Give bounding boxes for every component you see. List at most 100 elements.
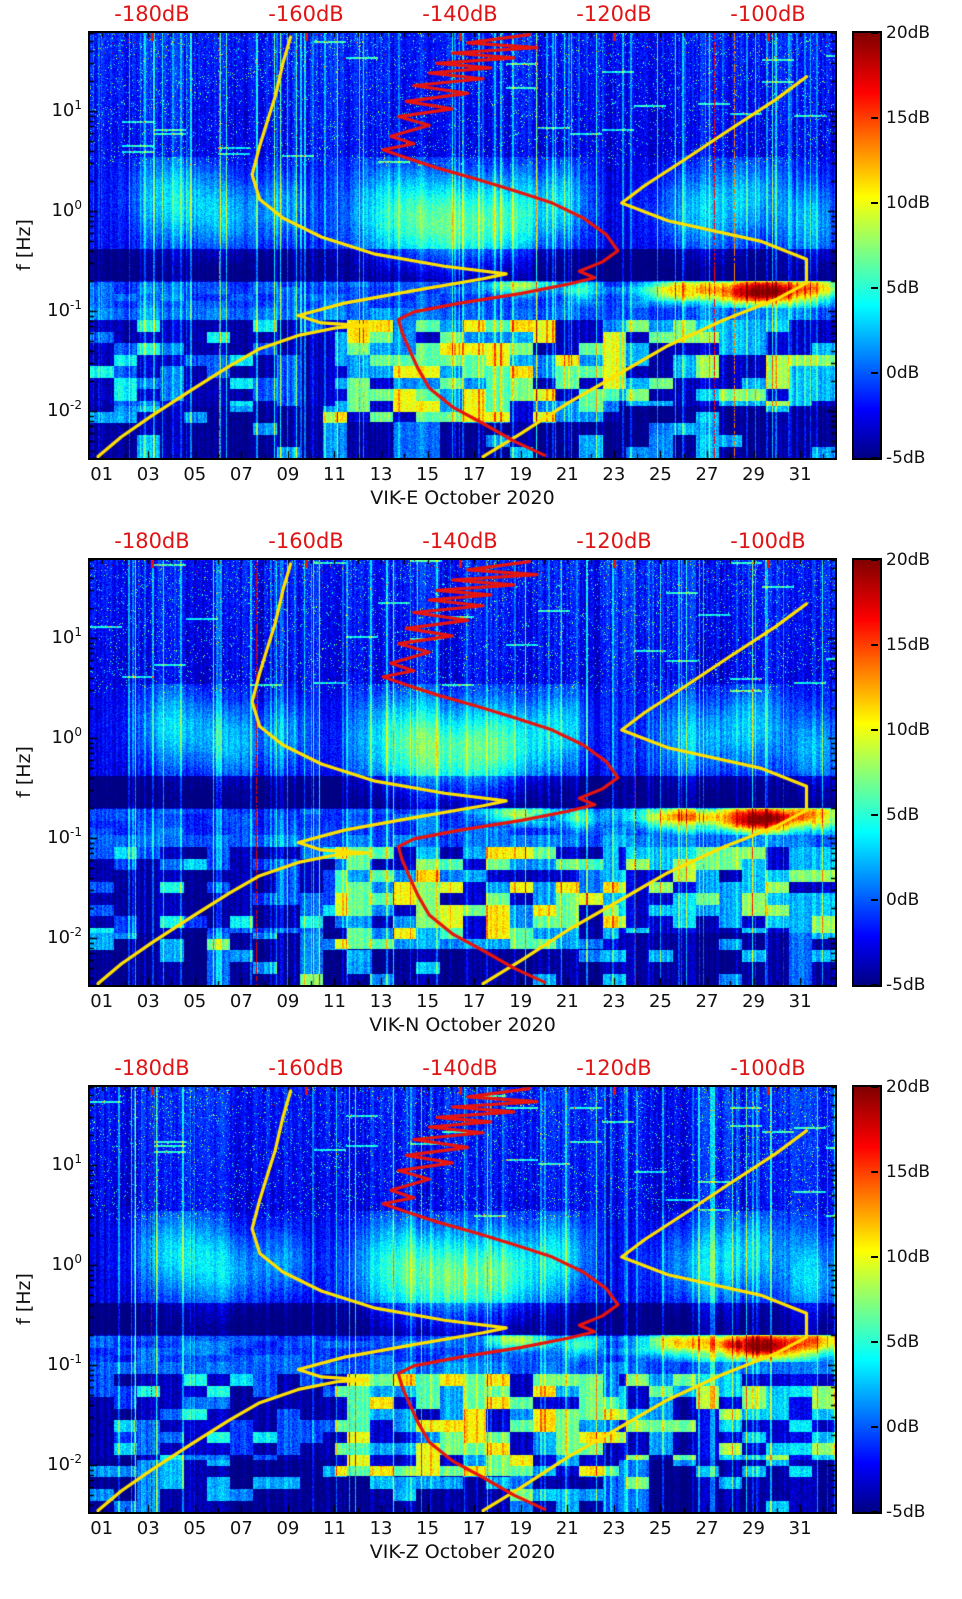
y-tick-label: 10-2 — [24, 925, 82, 948]
colorbar-tick-label: 10dB — [886, 193, 931, 213]
y-tick-label: 101 — [24, 625, 82, 648]
x-tick-label: 03 — [136, 464, 160, 485]
x-tick-label: 31 — [788, 991, 812, 1012]
top-axis-label: -180dB — [114, 529, 190, 553]
colorbar-tick-mark — [871, 559, 878, 561]
y-tick-base: 10 — [47, 827, 71, 848]
colorbar-tick-mark — [871, 729, 878, 731]
y-axis-label: f [Hz] — [13, 746, 35, 798]
x-tick-label: 05 — [183, 1518, 207, 1539]
x-tick-label: 21 — [555, 991, 579, 1012]
colorbar-tick-mark — [871, 457, 878, 459]
y-tick-label: 100 — [24, 1252, 82, 1275]
x-tick-label: 25 — [648, 991, 672, 1012]
x-tick-label: 27 — [695, 1518, 719, 1539]
x-tick-label: 21 — [555, 1518, 579, 1539]
y-tick-label: 10-1 — [24, 825, 82, 848]
x-tick-label: 19 — [509, 1518, 533, 1539]
colorbar-tick-label: -5dB — [886, 975, 926, 995]
colorbar-tick-label: 20dB — [886, 23, 931, 43]
x-tick-label: 25 — [648, 1518, 672, 1539]
spectrogram-canvas — [90, 33, 835, 458]
y-tick-label: 100 — [24, 198, 82, 221]
spectrogram-canvas — [90, 560, 835, 985]
panel-vik-n: -180dB -160dB -140dB -120dB -100dB f [Hz] 10… — [0, 527, 962, 1054]
top-axis-label: -100dB — [730, 2, 806, 26]
colorbar-tick-label: -5dB — [886, 1502, 926, 1522]
x-tick-label: 29 — [742, 991, 765, 1012]
x-tick-label: 23 — [602, 464, 626, 485]
x-tick-label: 09 — [276, 991, 300, 1012]
colorbar-tick-mark — [871, 1171, 878, 1173]
y-tick-label: 10-1 — [24, 1352, 82, 1375]
y-axis-label: f [Hz] — [13, 1273, 35, 1325]
y-tick-base: 10 — [51, 100, 75, 121]
colorbar-tick-label: 20dB — [886, 550, 931, 570]
y-tick-exponent: 1 — [74, 625, 82, 639]
top-axis-label: -140dB — [422, 1056, 498, 1080]
x-tick-label: 17 — [462, 991, 486, 1012]
x-tick-label: 27 — [695, 991, 719, 1012]
y-tick-base: 10 — [47, 927, 71, 948]
y-tick-label: 101 — [24, 1152, 82, 1175]
x-tick-label: 07 — [229, 991, 253, 1012]
x-tick-label: 07 — [229, 1518, 253, 1539]
x-tick-label: 19 — [509, 991, 533, 1012]
x-tick-label: 01 — [90, 1518, 114, 1539]
colorbar-tick-mark — [871, 372, 878, 374]
x-tick-label: 01 — [90, 464, 114, 485]
y-tick-base: 10 — [51, 1154, 75, 1175]
y-tick-label: 10-1 — [24, 298, 82, 321]
y-tick-exponent: -1 — [70, 298, 82, 312]
colorbar-tick-mark — [871, 32, 878, 34]
colorbar-tick-mark — [871, 287, 878, 289]
y-tick-base: 10 — [51, 200, 75, 221]
x-tick-label: 21 — [555, 464, 579, 485]
y-tick-exponent: 0 — [74, 1252, 82, 1266]
x-tick-label: 29 — [742, 1518, 765, 1539]
x-tick-label: 07 — [229, 464, 253, 485]
y-tick-exponent: -2 — [70, 398, 82, 412]
colorbar-tick-mark — [871, 814, 878, 816]
colorbar-tick-label: 0dB — [886, 1417, 920, 1437]
y-tick-base: 10 — [47, 1454, 71, 1475]
colorbar-tick-label: 15dB — [886, 1162, 931, 1182]
top-axis-label: -100dB — [730, 1056, 806, 1080]
top-axis-label: -100dB — [730, 529, 806, 553]
y-tick-label: 10-2 — [24, 1452, 82, 1475]
top-axis-label: -120dB — [576, 1056, 652, 1080]
x-tick-label: 15 — [416, 464, 440, 485]
top-axis-label: -140dB — [422, 2, 498, 26]
y-tick-exponent: -1 — [70, 825, 82, 839]
y-tick-label: 101 — [24, 98, 82, 121]
x-tick-label: 27 — [695, 464, 719, 485]
x-tick-label: 09 — [276, 464, 300, 485]
y-tick-base: 10 — [51, 1254, 75, 1275]
colorbar-tick-label: 0dB — [886, 890, 920, 910]
top-axis-label: -160dB — [268, 1056, 344, 1080]
x-tick-label: 09 — [276, 1518, 300, 1539]
x-tick-label: 15 — [416, 1518, 440, 1539]
y-tick-exponent: 1 — [74, 98, 82, 112]
panel-vik-e: -180dB -160dB -140dB -120dB -100dB f [Hz] 10… — [0, 0, 962, 527]
colorbar-tick-label: 20dB — [886, 1077, 931, 1097]
colorbar-tick-mark — [871, 899, 878, 901]
x-tick-label: 15 — [416, 991, 440, 1012]
colorbar-tick-label: 10dB — [886, 1247, 931, 1267]
y-tick-exponent: -2 — [70, 925, 82, 939]
panel-title: VIK-Z October 2020 — [369, 1541, 556, 1563]
top-axis-label: -140dB — [422, 529, 498, 553]
panel-vik-z: -180dB -160dB -140dB -120dB -100dB f [Hz] 10… — [0, 1054, 962, 1581]
colorbar-tick-mark — [871, 1426, 878, 1428]
x-tick-label: 01 — [90, 991, 114, 1012]
colorbar-tick-mark — [871, 984, 878, 986]
colorbar-tick-label: 5dB — [886, 278, 920, 298]
y-axis-label: f [Hz] — [13, 219, 35, 271]
y-tick-label: 10-2 — [24, 398, 82, 421]
x-tick-label: 19 — [509, 464, 533, 485]
colorbar-tick-label: 5dB — [886, 1332, 920, 1352]
x-tick-label: 13 — [369, 991, 393, 1012]
colorbar — [852, 558, 882, 987]
colorbar-tick-label: 15dB — [886, 108, 931, 128]
